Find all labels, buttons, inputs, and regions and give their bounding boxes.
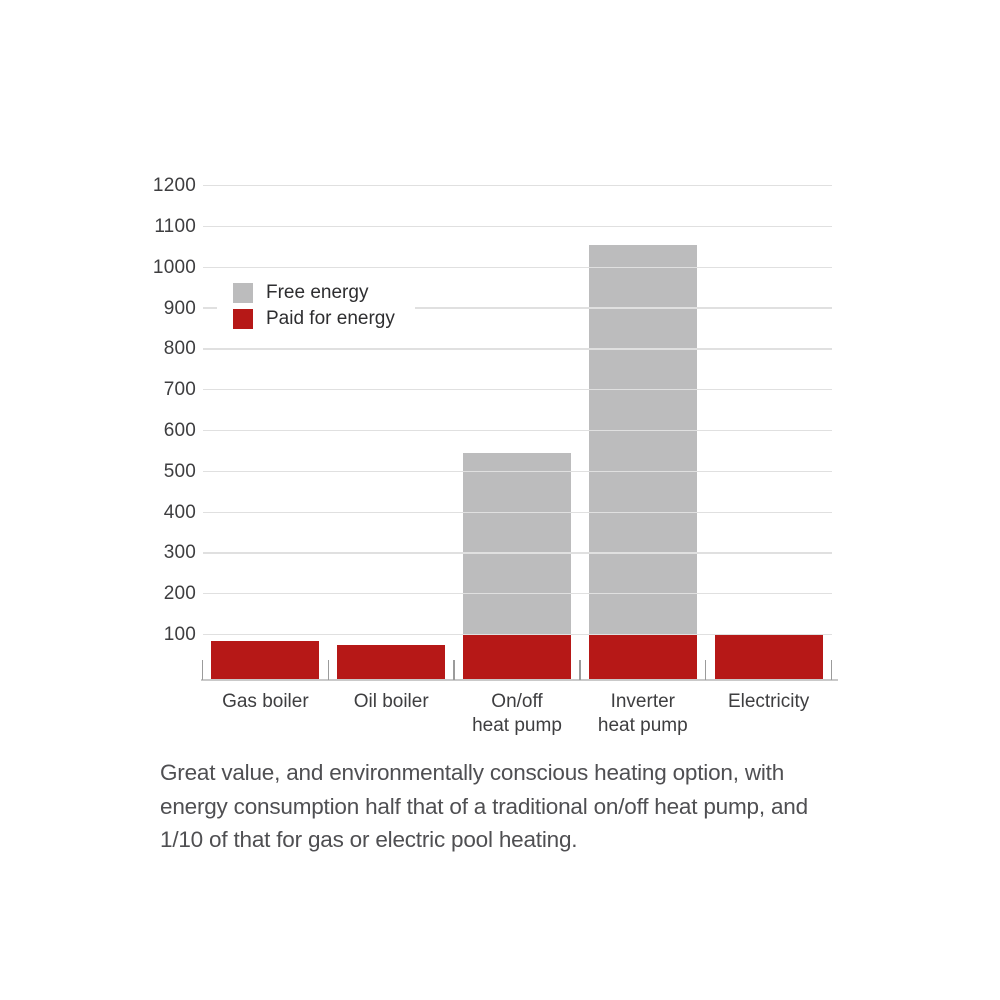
y-grid-line: [202, 348, 832, 350]
y-axis-tick-label: 1100: [154, 215, 196, 237]
x-category-label-line: On/off: [491, 691, 543, 712]
y-grid-line: [202, 389, 832, 391]
bar-segment-free-energy: [463, 452, 571, 635]
y-grid-line: [202, 185, 832, 187]
caption-paragraph: Great value, and environmentally conscio…: [160, 756, 808, 857]
y-grid-line: [202, 593, 832, 595]
legend-label-paid-energy: Paid for energy: [266, 308, 395, 329]
x-category-label-line: Oil boiler: [353, 691, 429, 712]
legend-item-free-energy: Free energy: [233, 283, 395, 303]
y-axis-tick-label: 1000: [152, 256, 196, 278]
y-axis-tick-label: 400: [163, 501, 196, 523]
y-grid-line: [202, 307, 832, 309]
caption-line: 1/10 of that for gas or electric pool he…: [160, 827, 578, 852]
x-category-label-line: Gas boiler: [222, 691, 309, 712]
x-axis-tick: [830, 660, 833, 680]
y-axis-tick-label: 800: [163, 338, 196, 360]
x-axis-tick: [579, 660, 581, 680]
x-axis-tick: [453, 660, 455, 680]
y-axis-tick-label: 600: [163, 420, 196, 441]
bar-segment-paid-energy: [337, 644, 446, 680]
y-grid-line: [202, 225, 832, 228]
y-axis-tick-label: 300: [163, 542, 196, 564]
x-category-label-line: Inverter: [610, 691, 675, 712]
x-category-label-line: Electricity: [727, 691, 810, 712]
legend-swatch-paid-energy: [233, 309, 253, 329]
x-category-label: Inverter heat pump: [568, 690, 718, 737]
x-axis-tick: [704, 660, 707, 680]
bar-segment-paid-energy: [714, 634, 823, 680]
bar-segment-paid-energy: [588, 634, 697, 680]
x-category-label-line: heat pump: [597, 714, 688, 736]
y-grid-line: [202, 429, 832, 432]
legend-label-free-energy: Free energy: [266, 282, 369, 303]
bar-segment-paid-energy: [463, 634, 571, 680]
y-axis-tick-label: 200: [163, 583, 196, 605]
y-grid-line: [202, 552, 832, 554]
y-axis-tick-label: 100: [163, 624, 196, 646]
y-axis-tick-label: 700: [163, 379, 196, 401]
legend-item-paid-energy: Paid for energy: [233, 309, 395, 329]
y-grid-line: [202, 511, 832, 513]
y-grid-line: [202, 470, 832, 473]
x-axis-tick: [327, 660, 330, 680]
y-axis-tick-label: 900: [163, 297, 196, 319]
legend-swatch-free-energy: [233, 283, 253, 303]
x-category-label-line: heat pump: [472, 714, 562, 736]
y-grid-line: [202, 266, 832, 268]
x-axis-tick: [201, 660, 204, 680]
x-category-label: Gas boiler: [190, 690, 340, 714]
bar-segment-free-energy: [588, 244, 697, 635]
x-axis-line: [201, 679, 838, 681]
bar-segment-paid-energy: [211, 640, 320, 680]
x-category-label: Electricity: [694, 690, 844, 714]
stacked-bar-chart: Free energy Paid for energy 100 200 300 400…: [152, 175, 844, 737]
y-axis-tick-label: 500: [163, 460, 196, 482]
chart-legend: Free energy Paid for energy: [217, 278, 415, 336]
x-category-label: Oil boiler: [316, 690, 466, 714]
caption-line: Great value, and environmentally conscio…: [160, 760, 785, 785]
caption-line: energy consumption half that of a tradit…: [160, 793, 808, 819]
y-axis-tick-label: 1200: [152, 175, 196, 197]
y-grid-line: [202, 633, 832, 636]
x-category-label: On/off heat pump: [442, 690, 592, 737]
